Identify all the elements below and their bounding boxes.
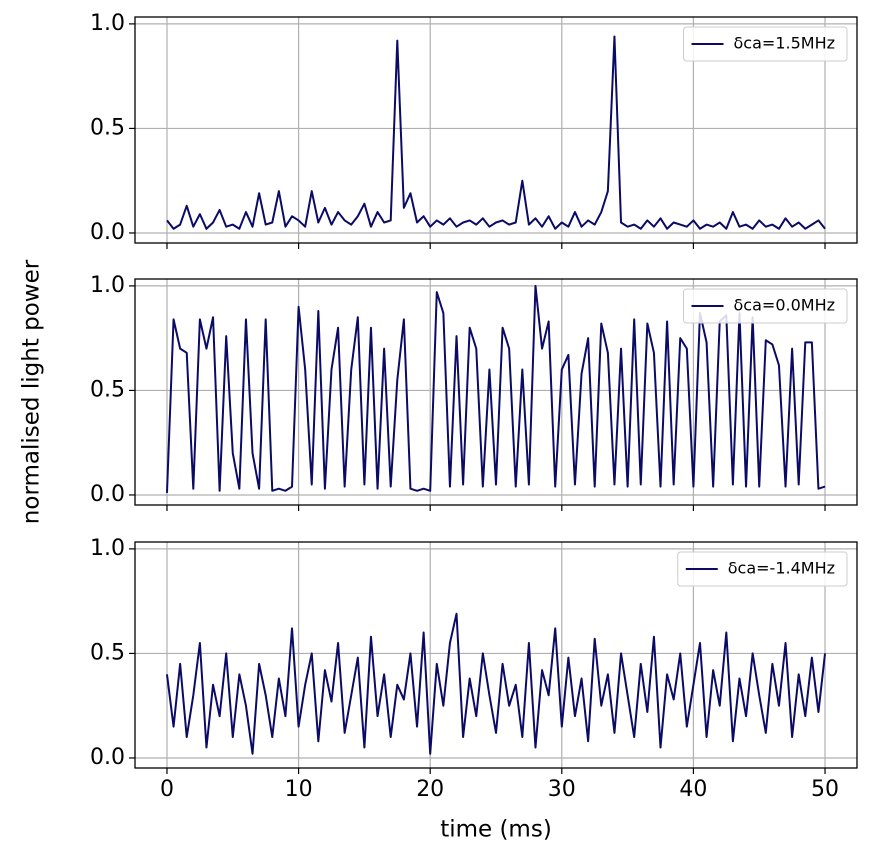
x-axis-label: time (ms) [440, 817, 552, 843]
y-tick-label: 1.0 [90, 273, 125, 298]
plot-area [165, 612, 827, 755]
axes-frame [134, 16, 858, 244]
x-tick-label: 40 [679, 777, 707, 802]
plot-area [166, 35, 826, 230]
legend-label: δca=-1.4MHz [728, 559, 835, 578]
y-axis-label: normalised light power [19, 259, 45, 524]
legend-box [677, 551, 848, 587]
y-tick-label: 0.0 [90, 220, 125, 245]
legend-label: δca=1.5MHz [734, 34, 835, 53]
y-tick-label: 1.0 [90, 536, 125, 561]
x-tick-label: 10 [285, 777, 313, 802]
x-tick-label: 30 [548, 777, 576, 802]
x-tick-label: 20 [416, 777, 444, 802]
legend-box [683, 288, 848, 324]
axes-frame [134, 278, 858, 506]
y-tick-label: 0.0 [90, 482, 125, 507]
axes-frame [134, 541, 858, 769]
legend-box [683, 26, 848, 62]
y-tick-label: 0.5 [90, 377, 125, 402]
legend: δca=0.0MHz [683, 288, 848, 324]
data-line [166, 35, 826, 230]
x-tick-label: 0 [160, 777, 174, 802]
data-line [165, 612, 827, 755]
y-tick-label: 1.0 [90, 11, 125, 36]
y-tick-label: 0.5 [90, 640, 125, 665]
plot-area [165, 284, 826, 493]
y-tick-label: 0.5 [90, 115, 125, 140]
y-tick-label: 0.0 [90, 745, 125, 770]
legend-label: δca=0.0MHz [734, 296, 835, 315]
legend: δca=-1.4MHz [677, 551, 848, 587]
data-line [165, 284, 826, 493]
legend: δca=1.5MHz [683, 26, 848, 62]
x-tick-label: 50 [811, 777, 839, 802]
